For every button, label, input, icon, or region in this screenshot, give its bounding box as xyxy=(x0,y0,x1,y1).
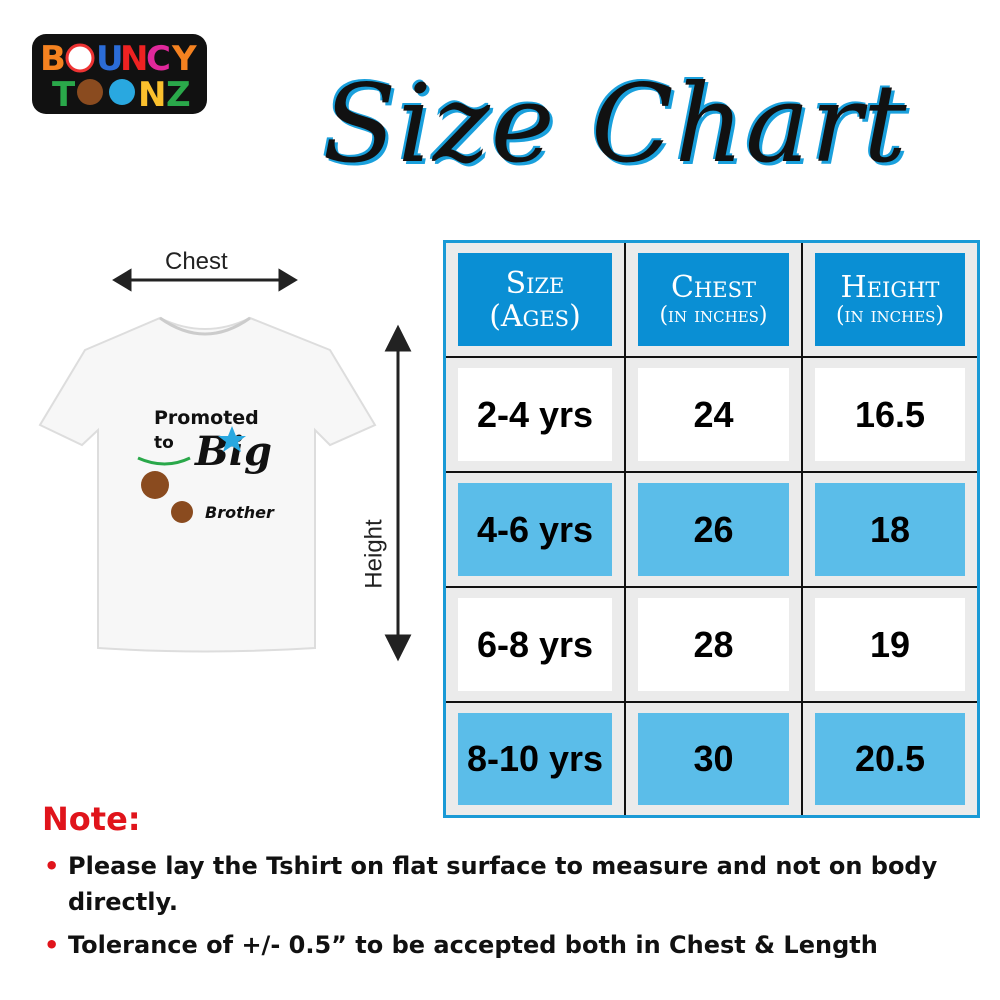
svg-text:Z: Z xyxy=(166,75,191,114)
note-item: • Tolerance of +/- 0.5” to be accepted bo… xyxy=(44,927,974,963)
table-cell: 20.5 xyxy=(803,703,977,815)
table-cell: 8-10 yrs xyxy=(446,703,626,815)
bullet-icon: • xyxy=(44,931,60,959)
header-sub: (in inches) xyxy=(835,302,945,328)
print-line1: Promoted xyxy=(154,407,259,429)
table-cell: 26 xyxy=(626,473,803,588)
height-arrow xyxy=(384,324,412,662)
tshirt-shape xyxy=(38,316,377,653)
svg-text:Brother: Brother xyxy=(205,503,275,522)
bullet-icon: • xyxy=(44,852,60,880)
svg-text:Y: Y xyxy=(171,39,197,79)
header-sub: (in inches) xyxy=(659,302,768,328)
chest-arrow xyxy=(112,268,298,292)
table-cell: 28 xyxy=(626,588,803,703)
note-item: • Please lay the Tshirt on flat surface t… xyxy=(44,848,974,920)
header-chest: Chest (in inches) xyxy=(626,243,803,358)
size-table: Size (Ages) Chest (in inches) Height (in in… xyxy=(443,240,980,818)
header-main: Size xyxy=(505,265,565,301)
note-text: Tolerance of +/- 0.5” to be accepted bot… xyxy=(68,931,878,959)
svg-text:N: N xyxy=(138,75,166,114)
table-cell: 2-4 yrs xyxy=(446,358,626,473)
header-main: Chest xyxy=(671,269,756,305)
table-cell: 19 xyxy=(803,588,977,703)
tshirt-diagram: Promoted to Big Brother xyxy=(38,268,412,662)
header-sub: (Ages) xyxy=(489,298,581,334)
svg-text:T: T xyxy=(52,75,76,114)
svg-text:U: U xyxy=(96,39,124,79)
page-title: Size Chart xyxy=(322,62,908,187)
header-height: Height (in inches) xyxy=(803,243,977,358)
table-cell: 4-6 yrs xyxy=(446,473,626,588)
svg-text:to: to xyxy=(154,433,174,453)
header-size: Size (Ages) xyxy=(446,243,626,358)
table-cell: 16.5 xyxy=(803,358,977,473)
table-cell: 24 xyxy=(626,358,803,473)
height-label: Height xyxy=(360,519,388,589)
header-main: Height xyxy=(840,269,940,305)
note-title: Note: xyxy=(42,800,141,838)
note-text: Please lay the Tshirt on flat surface to… xyxy=(68,852,938,916)
table-cell: 6-8 yrs xyxy=(446,588,626,703)
svg-text:N: N xyxy=(120,39,148,79)
table-cell: 18 xyxy=(803,473,977,588)
svg-text:C: C xyxy=(146,39,171,79)
chest-label: Chest xyxy=(165,248,228,275)
svg-text:B: B xyxy=(40,39,66,79)
table-cell: 30 xyxy=(626,703,803,815)
